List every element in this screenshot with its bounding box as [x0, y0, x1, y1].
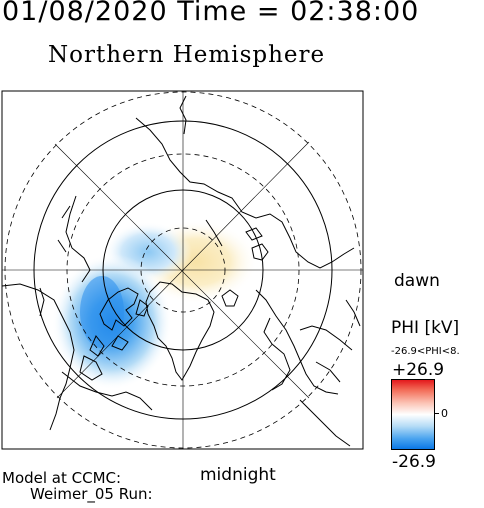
- latitude-circle-outer: [33, 120, 333, 420]
- run-label: Weimer_05 Run:: [30, 485, 153, 503]
- colorbar-range-text: -26.9<PHI<8.: [391, 346, 460, 357]
- greenland-outline: [145, 281, 215, 381]
- colorbar-zero-label: 0: [441, 407, 448, 420]
- grid-line-diagonal-b: [56, 141, 310, 399]
- longitude-grid: [2, 91, 363, 449]
- midnight-label: midnight: [200, 465, 276, 485]
- potential-field: [52, 220, 258, 390]
- negative-potential-core: [80, 276, 124, 348]
- colorbar-max-label: +26.9: [392, 360, 445, 380]
- header-datetime: 01/08/2020 Time = 02:38:00: [2, 0, 420, 27]
- dawn-label: dawn: [394, 271, 440, 291]
- scandinavia-coast: [255, 289, 353, 395]
- latitude-circle-outer-dashed: [4, 91, 362, 449]
- colorbar: [391, 379, 435, 450]
- map-frame: [1, 90, 364, 450]
- model-label: Model at CCMC:: [2, 469, 122, 487]
- colorbar-zero-tick: [435, 413, 439, 414]
- europe-coast: [299, 299, 361, 447]
- colorbar-min-label: -26.9: [392, 452, 436, 472]
- svalbard-islands: [221, 227, 269, 307]
- latitude-circle-mid-dashed: [66, 153, 300, 387]
- map-title: Northern Hemisphere: [48, 42, 326, 68]
- latitude-circle-mid: [102, 189, 264, 351]
- canada-archipelago: [79, 287, 149, 381]
- colorbar-quantity-label: PHI [kV]: [391, 318, 460, 338]
- latitude-circle-inner-dashed: [140, 227, 226, 313]
- latitude-circles: [4, 91, 362, 449]
